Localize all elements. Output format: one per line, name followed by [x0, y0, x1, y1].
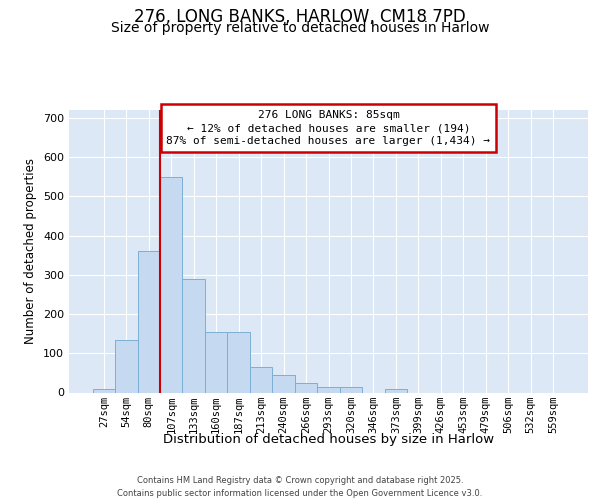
Bar — [160, 176, 182, 392]
Y-axis label: Number of detached properties: Number of detached properties — [25, 158, 37, 344]
Text: 276, LONG BANKS, HARLOW, CM18 7PD: 276, LONG BANKS, HARLOW, CM18 7PD — [134, 8, 466, 26]
Bar — [115, 340, 137, 392]
Bar — [92, 388, 115, 392]
Bar — [317, 386, 340, 392]
Bar — [227, 332, 250, 392]
Text: Distribution of detached houses by size in Harlow: Distribution of detached houses by size … — [163, 432, 494, 446]
Bar — [137, 252, 160, 392]
Bar — [340, 386, 362, 392]
Text: Size of property relative to detached houses in Harlow: Size of property relative to detached ho… — [111, 21, 489, 35]
Bar — [205, 332, 227, 392]
Text: Contains HM Land Registry data © Crown copyright and database right 2025.
Contai: Contains HM Land Registry data © Crown c… — [118, 476, 482, 498]
Bar — [250, 367, 272, 392]
Text: 276 LONG BANKS: 85sqm
← 12% of detached houses are smaller (194)
87% of semi-det: 276 LONG BANKS: 85sqm ← 12% of detached … — [167, 110, 491, 146]
Bar — [182, 278, 205, 392]
Bar — [295, 382, 317, 392]
Bar — [272, 375, 295, 392]
Bar — [385, 390, 407, 392]
